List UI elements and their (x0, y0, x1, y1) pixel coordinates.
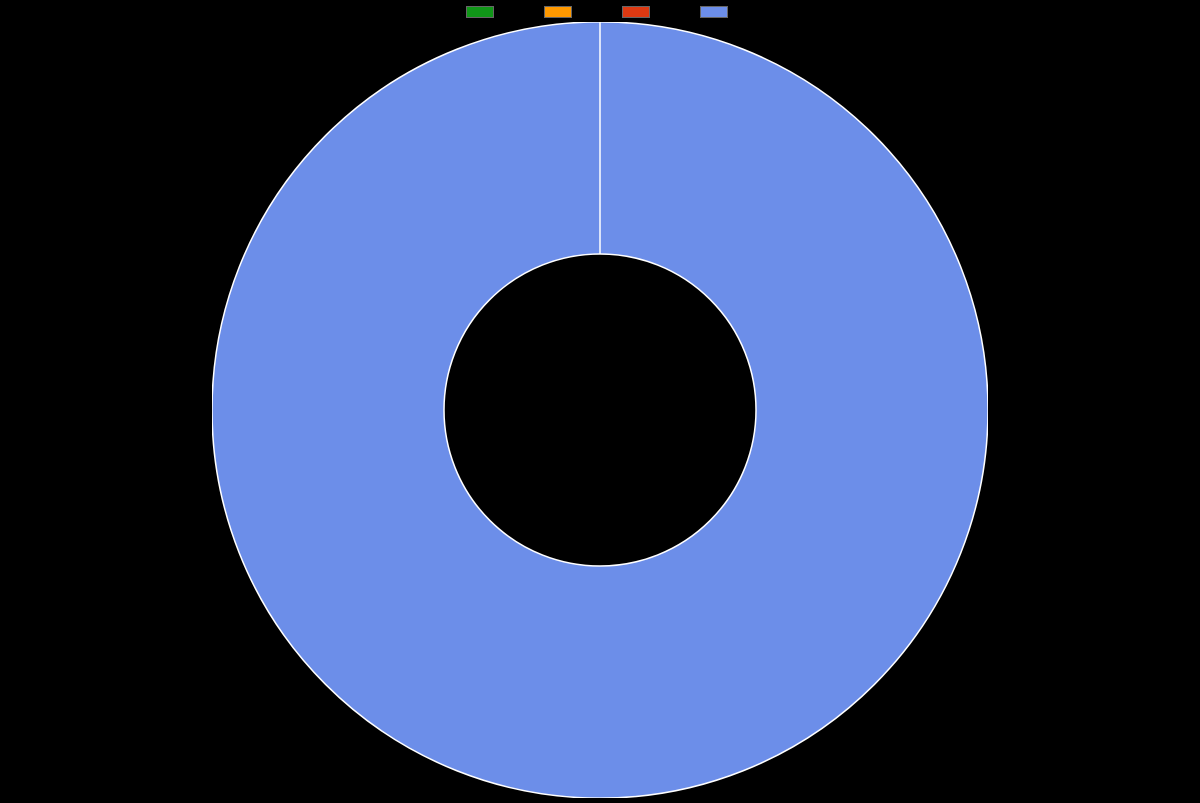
chart-legend (466, 6, 734, 18)
legend-swatch-0 (466, 6, 494, 18)
donut-svg (212, 22, 988, 798)
legend-item-2[interactable] (622, 6, 656, 18)
legend-item-0[interactable] (466, 6, 500, 18)
legend-swatch-2 (622, 6, 650, 18)
legend-swatch-3 (700, 6, 728, 18)
donut-chart (212, 22, 988, 798)
legend-item-3[interactable] (700, 6, 734, 18)
legend-item-1[interactable] (544, 6, 578, 18)
legend-swatch-1 (544, 6, 572, 18)
